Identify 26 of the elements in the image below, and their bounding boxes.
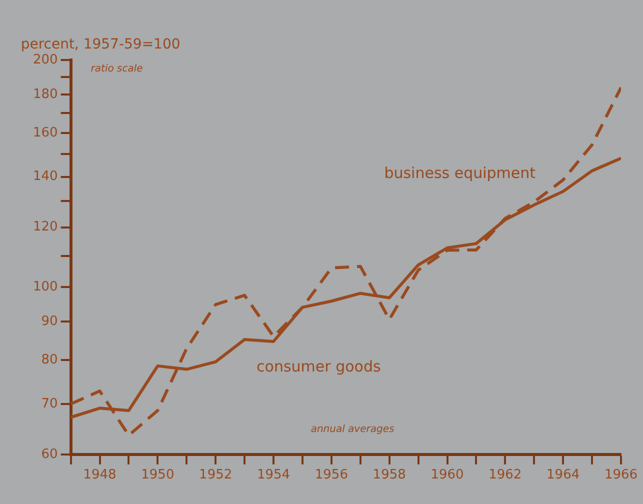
- x-tick-label: 1952: [199, 468, 232, 483]
- series-label: consumer goods: [256, 357, 381, 376]
- line-series: [70, 86, 621, 437]
- y-tick-label: 140: [32, 169, 58, 184]
- series-label: business equipment: [384, 164, 536, 182]
- y-tick-label: 70: [41, 396, 58, 412]
- x-tick-label: 1954: [256, 468, 290, 483]
- x-tick-label: 1950: [141, 468, 174, 483]
- x-tick-label: 1948: [83, 468, 116, 483]
- y-tick-label: 200: [32, 52, 58, 68]
- y-tick-label: 100: [32, 279, 58, 294]
- y-tick-label: 90: [41, 314, 58, 329]
- x-tick-label: 1966: [604, 468, 638, 483]
- y-tick-label: 160: [32, 125, 58, 140]
- y-axis-title: percent, 1957-59=100: [20, 36, 180, 53]
- x-tick-label: 1960: [430, 468, 464, 483]
- y-tick-label: 180: [32, 86, 58, 102]
- y-tick-label: 60: [41, 446, 58, 462]
- x-tick-label: 1958: [372, 468, 406, 483]
- x-tick-label: 1962: [488, 468, 522, 483]
- y-tick-label: 120: [32, 220, 58, 235]
- y-tick-label: 80: [41, 352, 58, 368]
- x-tick-label: 1964: [546, 468, 580, 483]
- x-tick-label: 1956: [314, 468, 348, 483]
- annotation: ratio scale: [90, 64, 143, 75]
- annotation: annual averages: [310, 424, 394, 435]
